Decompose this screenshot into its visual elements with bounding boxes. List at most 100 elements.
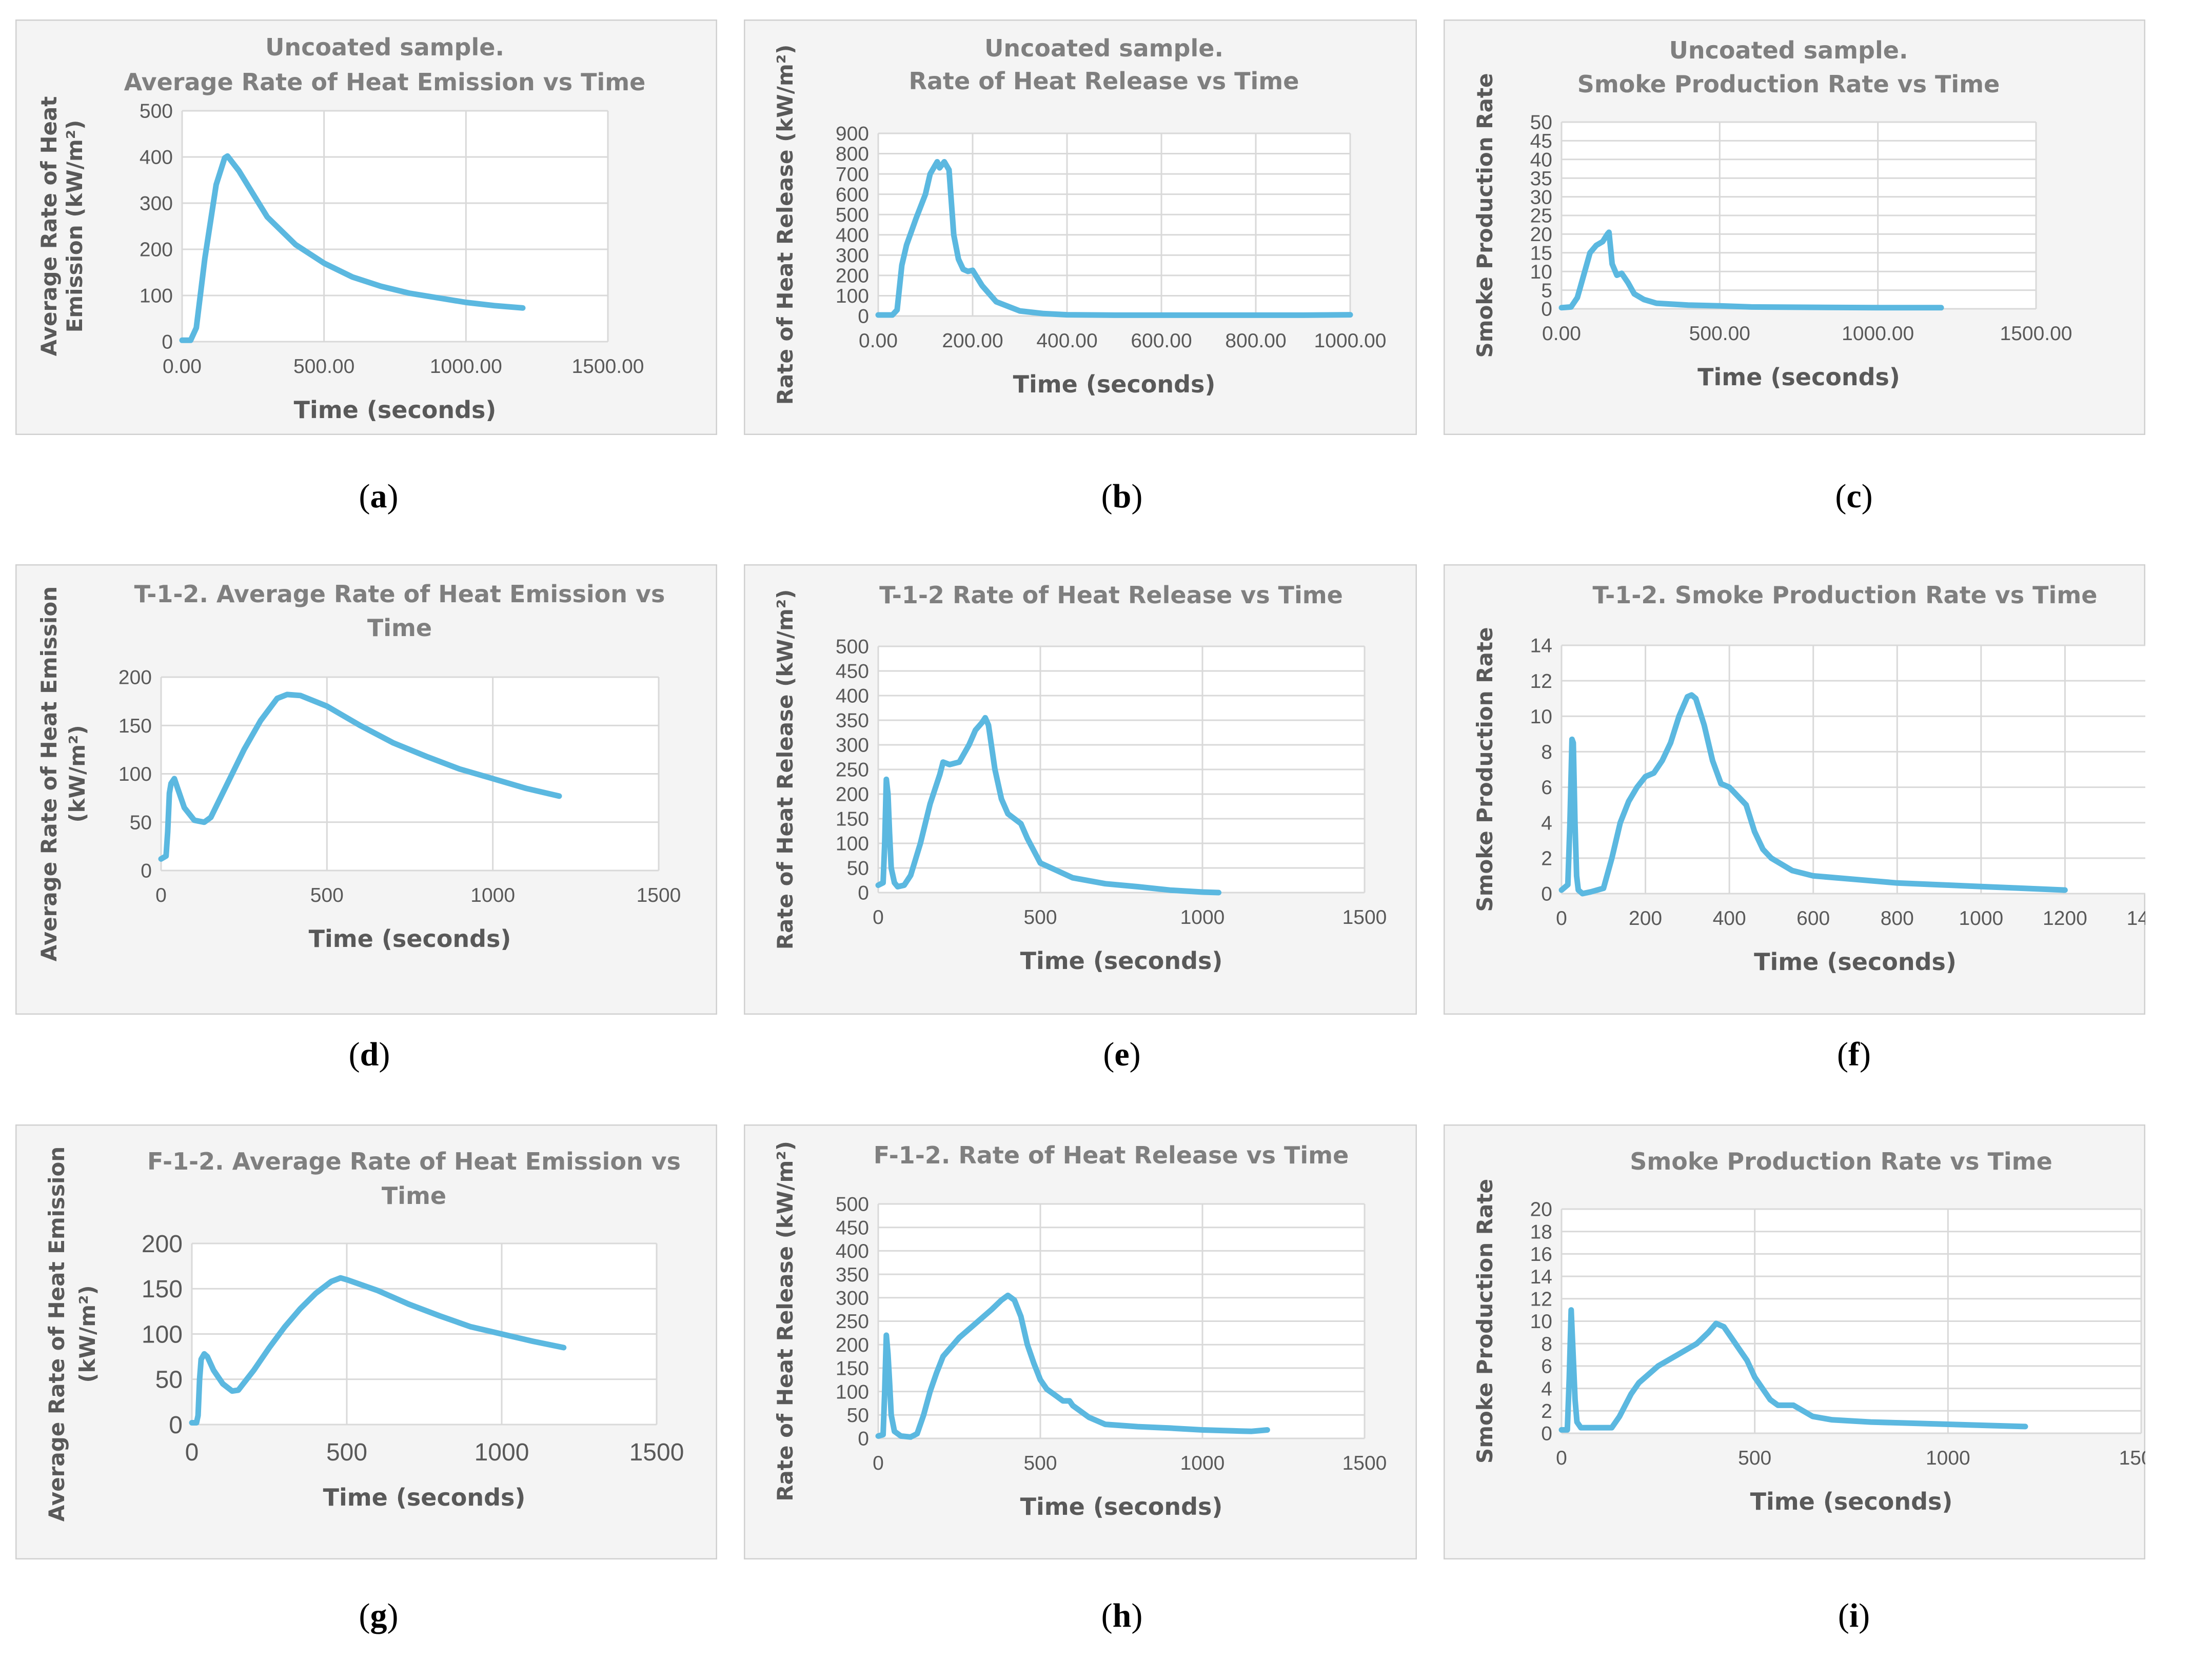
x-tick-label: 0	[1556, 907, 1567, 930]
y-tick-label: 350	[836, 710, 869, 732]
x-tick-label: 1000	[475, 1439, 529, 1466]
y-axis-title: Smoke Production Rate	[1472, 627, 1497, 912]
x-tick-label: 1000.00	[430, 355, 502, 378]
y-tick-label: 300	[836, 735, 869, 757]
x-axis-title: Time (seconds)	[1697, 363, 1900, 391]
y-tick-label: 2	[1541, 848, 1552, 870]
chart-panel-h: 0 50 100 150 200 250 300 350 400 450 500 0 500 1000 15…	[744, 1124, 1417, 1559]
y-tick-label: 12	[1530, 670, 1552, 693]
y-tick-label: 50	[847, 1405, 869, 1427]
y-axis-title: Average Rate of Heat Emission	[36, 586, 62, 961]
y-tick-label: 500	[836, 204, 869, 226]
chart-svg-g: 0 50 100 150 200 0 500 1000 1500 F-1-2. Average R…	[15, 1124, 717, 1559]
y-axis-title: Average Rate of Heat	[36, 96, 62, 357]
x-tick-label: 0	[1556, 1447, 1567, 1469]
x-tick-label: 500.00	[1689, 323, 1750, 345]
y-tick-label: 500	[140, 101, 173, 123]
panel-label-c: (c)	[1835, 478, 1873, 515]
y-tick-label: 200	[836, 1334, 869, 1356]
x-tick-label: 0.00	[1542, 323, 1581, 345]
chart-svg-a: 0 100 200 300 400 500 0.00 500.00 1000.00 1500.00…	[15, 19, 717, 435]
x-tick-label: 200.00	[942, 330, 1003, 352]
x-tick-label: 1500	[637, 884, 681, 906]
chart-panel-f: 0 2 4 6 8 10 12 14 0 200 400 600 800 1000 1200 1400 T-1-…	[1444, 564, 2145, 1015]
y-tick-label: 12	[1530, 1288, 1552, 1310]
chart-panel-g: 0 50 100 150 200 0 500 1000 1500 F-1-2. Average R…	[15, 1124, 717, 1559]
chart-title: Uncoated sample.	[1669, 36, 1908, 64]
plot-area	[182, 111, 608, 342]
panel-label-g: (g)	[359, 1597, 399, 1634]
chart-title: Rate of Heat Release vs Time	[909, 67, 1299, 95]
x-axis-title: Time (seconds)	[309, 925, 511, 953]
y-tick-label: 8	[1541, 741, 1552, 763]
y-tick-label: 20	[1530, 224, 1552, 246]
panel-label-e: (e)	[1103, 1036, 1141, 1073]
y-tick-label: 150	[142, 1276, 183, 1303]
chart-title: T-1-2. Smoke Production Rate vs Time	[1593, 581, 2098, 609]
x-tick-label: 400	[1713, 907, 1746, 930]
y-tick-label: 100	[142, 1321, 183, 1348]
y-tick-label: 50	[847, 858, 869, 880]
y-tick-label: 0	[1541, 883, 1552, 905]
y-axis-title: (kW/m²)	[65, 725, 90, 822]
x-tick-label: 500	[310, 884, 344, 906]
y-tick-label: 800	[836, 143, 869, 165]
x-tick-label: 1000	[1180, 906, 1225, 928]
y-tick-label: 0	[858, 306, 869, 328]
y-tick-label: 18	[1530, 1221, 1552, 1243]
y-tick-label: 100	[836, 1381, 869, 1403]
y-tick-label: 300	[836, 245, 869, 267]
y-tick-label: 150	[118, 715, 152, 737]
y-tick-label: 900	[836, 123, 869, 145]
series-line-c	[1558, 229, 1944, 311]
y-tick-label: 600	[836, 184, 869, 206]
y-tick-label: 400	[836, 685, 869, 707]
x-tick-label: 1000.00	[1842, 323, 1914, 345]
x-axis-title: Time (seconds)	[1013, 370, 1216, 398]
y-tick-label: 35	[1530, 168, 1552, 190]
y-tick-label: 15	[1530, 242, 1552, 264]
y-tick-label: 200	[118, 667, 152, 689]
series-line-d	[158, 691, 562, 862]
series-line-g	[189, 1275, 567, 1426]
series-line-i	[1558, 1307, 2028, 1433]
x-tick-label: 1500.00	[572, 355, 644, 378]
chart-title: F-1-2. Rate of Heat Release vs Time	[874, 1141, 1349, 1169]
x-axis-title: Time (seconds)	[1020, 947, 1223, 975]
y-tick-label: 50	[1530, 112, 1552, 134]
x-tick-label: 0	[873, 1452, 884, 1474]
x-tick-label: 800	[1881, 907, 1914, 930]
x-axis-title: Time (seconds)	[323, 1484, 526, 1511]
y-tick-label: 10	[1530, 1311, 1552, 1333]
y-tick-label: 45	[1530, 130, 1552, 152]
x-tick-label: 1000	[1959, 907, 2003, 930]
x-tick-label: 1000	[470, 884, 515, 906]
x-axis-title: Time (seconds)	[1750, 1488, 1953, 1515]
chart-title: Time	[382, 1182, 446, 1210]
y-tick-label: 16	[1530, 1243, 1552, 1266]
x-tick-label: 1500.00	[2000, 323, 2072, 345]
y-tick-label: 250	[836, 1311, 869, 1333]
y-tick-label: 14	[1530, 1266, 1552, 1288]
y-tick-label: 200	[140, 239, 173, 261]
chart-title: Smoke Production Rate vs Time	[1577, 70, 2000, 98]
y-tick-label: 450	[836, 661, 869, 683]
x-tick-label: 1000.00	[1314, 330, 1387, 352]
x-axis-title: Time (seconds)	[1020, 1493, 1223, 1520]
x-tick-label: 1200	[2043, 907, 2087, 930]
x-tick-label: 500	[1023, 906, 1057, 928]
y-tick-label: 700	[836, 164, 869, 186]
y-tick-label: 10	[1530, 706, 1552, 728]
y-axis-title: Emission (kW/m²)	[62, 120, 87, 333]
plot-area	[878, 133, 1350, 316]
x-tick-label: 1500	[2119, 1447, 2145, 1469]
x-tick-label: 0.00	[163, 355, 202, 378]
chart-panel-a: 0 100 200 300 400 500 0.00 500.00 1000.00 1500.00…	[15, 19, 717, 435]
x-tick-label: 800.00	[1225, 330, 1286, 352]
y-tick-label: 4	[1541, 812, 1552, 834]
x-tick-label: 0.00	[859, 330, 898, 352]
x-tick-label: 500	[326, 1439, 367, 1466]
